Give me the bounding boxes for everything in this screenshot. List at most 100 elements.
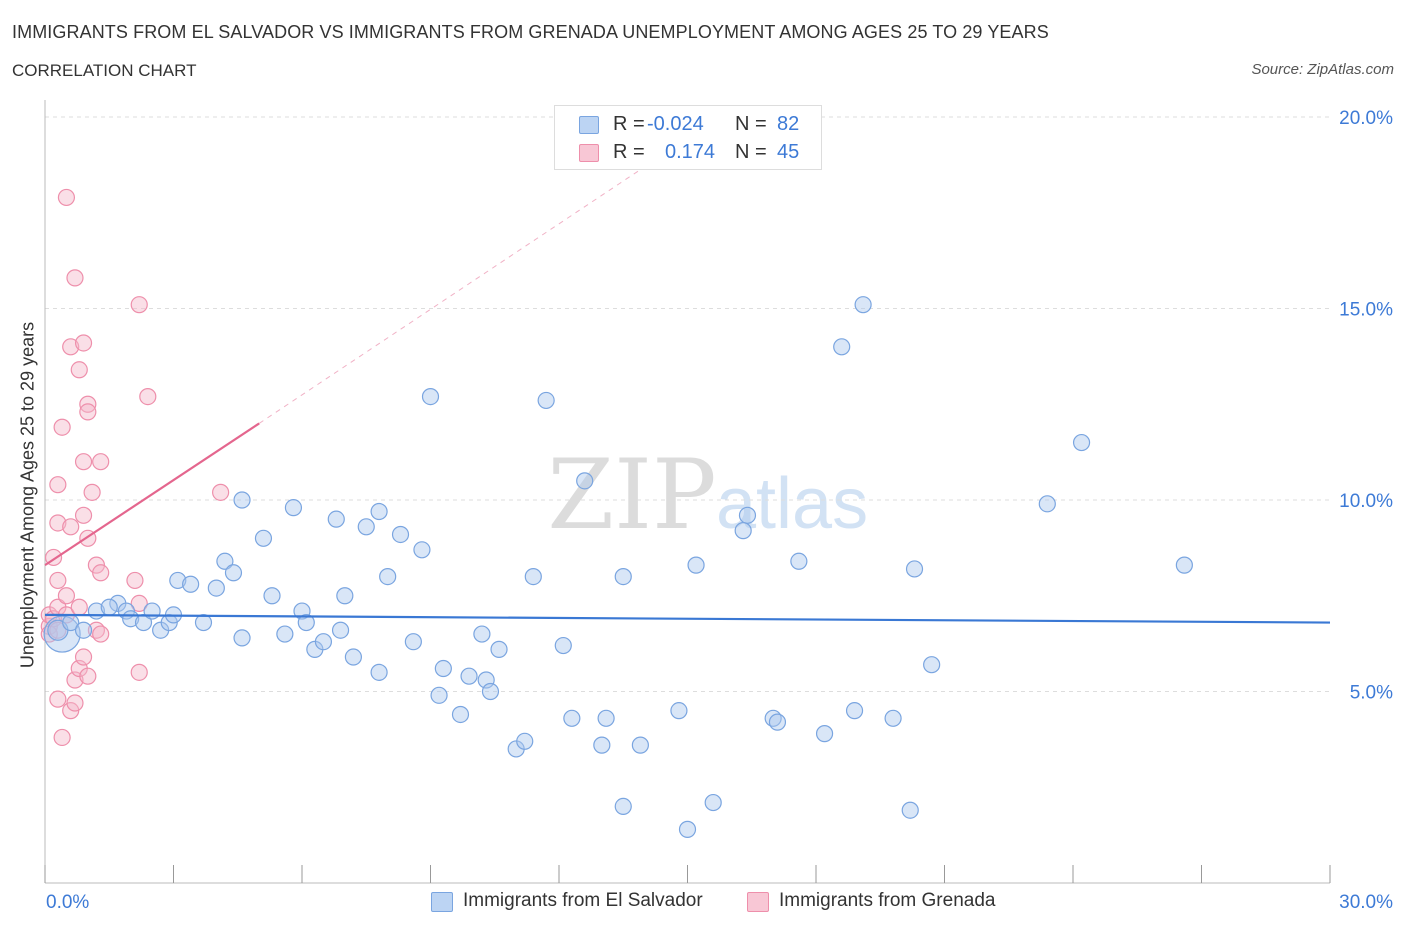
stats-row-el-salvador: R = -0.024 N = 82 xyxy=(579,113,819,139)
y-tick-label: 10.0% xyxy=(1339,491,1393,512)
el-salvador-point xyxy=(207,579,225,597)
el-salvador-point xyxy=(490,640,508,658)
grenada-points xyxy=(40,188,230,747)
chart-subtitle: CORRELATION CHART xyxy=(12,61,197,80)
el-salvador-point xyxy=(593,736,611,754)
el-salvador-point xyxy=(276,625,294,643)
grenada-point xyxy=(83,483,101,501)
el-salvador-point xyxy=(738,506,757,524)
legend-swatch-el-salvador xyxy=(431,892,453,912)
el-salvador-point xyxy=(597,709,615,727)
el-salvador-point xyxy=(1038,495,1056,513)
el-salvador-point xyxy=(434,659,452,678)
grenada-point xyxy=(49,621,67,639)
grenada-point xyxy=(49,476,67,494)
grenada-trend-line xyxy=(44,422,260,567)
legend: Immigrants from El Salvador Immigrants f… xyxy=(0,889,1406,919)
trend-lines xyxy=(44,166,1331,624)
el-salvador-point xyxy=(563,709,581,727)
watermark-zip: ZIP xyxy=(547,439,716,551)
chart-title: IMMIGRANTS FROM EL SALVADOR VS IMMIGRANT… xyxy=(12,22,1049,42)
y-tick-labels: 5.0% 10.0% 15.0% 20.0% xyxy=(1339,108,1393,704)
grenada-point xyxy=(74,334,93,352)
el-salvador-point xyxy=(473,625,491,643)
correlation-stats-box: R = -0.024 N = 82 R = 0.174 N = 45 xyxy=(554,105,822,170)
y-axis-label: Unemployment Among Ages 25 to 29 years xyxy=(17,321,38,669)
el-salvador-point xyxy=(815,725,834,743)
r-value: 0.174 xyxy=(665,141,716,163)
grenada-point xyxy=(74,506,93,524)
el-salvador-point xyxy=(833,338,851,356)
el-salvador-point xyxy=(678,820,697,838)
grenada-point xyxy=(53,418,71,436)
r-value: -0.024 xyxy=(647,113,704,135)
el-salvador-point xyxy=(923,656,941,674)
grenada-point xyxy=(130,663,148,681)
el-salvador-point xyxy=(901,801,919,819)
el-salvador-point xyxy=(481,682,500,701)
n-label: N = xyxy=(735,141,767,163)
grenada-point xyxy=(53,728,71,747)
legend-swatch-grenada xyxy=(747,892,769,912)
grenada-point xyxy=(92,564,110,582)
el-salvador-point xyxy=(451,705,470,724)
el-salvador-point xyxy=(460,667,478,685)
el-salvador-point xyxy=(734,522,752,540)
grenada-point xyxy=(66,269,84,287)
el-salvador-point xyxy=(233,629,251,647)
el-salvador-point xyxy=(336,587,354,605)
el-salvador-point xyxy=(614,567,632,586)
el-salvador-point xyxy=(254,529,273,547)
r-label: R = xyxy=(613,141,645,163)
watermark: ZIP atlas xyxy=(547,439,868,551)
grenada-point xyxy=(92,625,110,643)
grenada-point xyxy=(92,453,110,471)
el-salvador-point xyxy=(233,491,251,509)
el-salvador-point xyxy=(74,621,93,639)
el-salvador-swatch xyxy=(579,116,599,134)
grenada-point xyxy=(212,483,230,501)
el-salvador-point xyxy=(537,391,555,410)
el-salvador-point xyxy=(670,702,688,720)
grenada-point xyxy=(57,188,76,207)
grenada-point xyxy=(49,571,67,590)
legend-item-grenada[interactable]: Immigrants from Grenada xyxy=(747,889,1037,917)
x-tick-label-min: 0.0% xyxy=(46,892,89,913)
el-salvador-point xyxy=(614,797,632,816)
el-salvador-point xyxy=(194,613,213,632)
el-salvador-point xyxy=(845,702,864,720)
el-salvador-points xyxy=(43,296,1193,838)
el-salvador-point xyxy=(224,564,243,582)
el-salvador-point xyxy=(314,633,333,651)
grenada-point xyxy=(74,648,93,666)
grenada-point xyxy=(130,296,148,314)
x-tick-labels: 0.0% 30.0% xyxy=(46,892,1393,913)
el-salvador-point xyxy=(404,633,422,651)
el-salvador-point xyxy=(576,472,594,490)
el-salvador-point xyxy=(370,502,388,521)
el-salvador-point xyxy=(379,567,397,586)
stats-row-grenada: R = 0.174 N = 45 xyxy=(579,141,819,167)
el-salvador-point xyxy=(370,663,388,681)
n-label: N = xyxy=(735,113,767,135)
el-salvador-point xyxy=(169,571,187,590)
x-tick-label-max: 30.0% xyxy=(1339,892,1393,913)
source-credit: Source: ZipAtlas.com xyxy=(1251,61,1394,78)
el-salvador-point xyxy=(284,499,303,517)
r-label: R = xyxy=(613,113,645,135)
el-salvador-point xyxy=(430,686,448,704)
legend-item-el-salvador[interactable]: Immigrants from El Salvador xyxy=(431,889,731,917)
el-salvador-point xyxy=(704,793,722,812)
grenada-point xyxy=(79,667,97,685)
el-salvador-point xyxy=(905,560,924,578)
el-salvador-point xyxy=(884,709,902,727)
legend-label-grenada: Immigrants from Grenada xyxy=(779,890,996,911)
grenada-point xyxy=(70,361,88,379)
el-salvador-point xyxy=(182,575,200,593)
grenada-point xyxy=(49,690,67,708)
grenada-trend-extension xyxy=(258,166,645,424)
el-salvador-point xyxy=(1175,556,1193,574)
el-salvador-point xyxy=(554,636,572,655)
el-salvador-point xyxy=(768,713,787,731)
grenada-point xyxy=(126,571,144,590)
